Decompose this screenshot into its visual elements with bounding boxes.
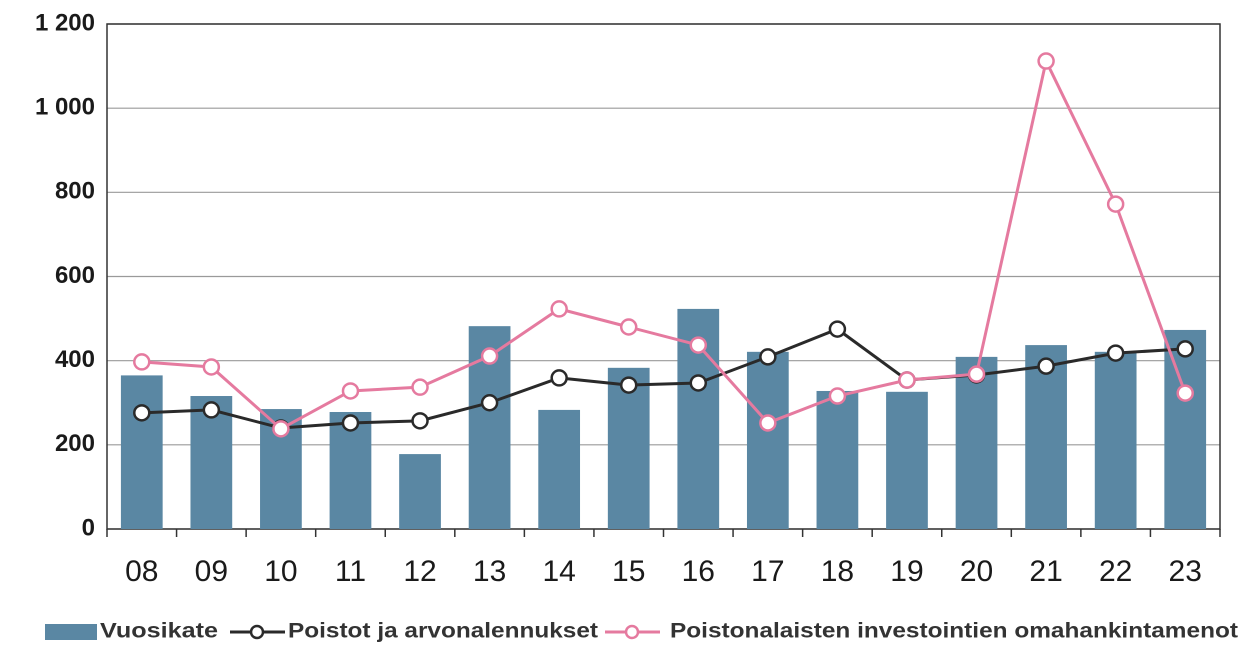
legend-label: Vuosikate <box>100 620 218 643</box>
x-tick-label: 16 <box>682 555 715 588</box>
legend-label: Poistonalaisten investointien omahankint… <box>670 620 1238 643</box>
x-tick-label: 11 <box>335 555 366 588</box>
y-tick-label: 0 <box>82 514 95 541</box>
line-marker <box>828 387 847 405</box>
x-tick-label: 10 <box>264 555 297 588</box>
x-tick-label: 18 <box>821 555 854 588</box>
line-marker <box>619 318 638 336</box>
x-tick-label: 23 <box>1169 555 1202 588</box>
bar <box>955 356 998 529</box>
x-tick-label: 08 <box>125 555 158 588</box>
line-marker <box>759 348 777 366</box>
line-marker <box>133 404 151 422</box>
bar <box>886 391 928 529</box>
line-marker <box>1037 357 1055 375</box>
line-marker <box>967 365 986 383</box>
y-tick-label: 600 <box>55 262 95 289</box>
line-marker <box>411 412 429 430</box>
x-tick-label: 21 <box>1029 555 1062 588</box>
line-marker <box>550 300 568 318</box>
line-marker <box>480 347 499 365</box>
line-marker <box>480 394 499 412</box>
line-marker <box>133 353 151 371</box>
line-marker <box>411 378 429 396</box>
y-tick-label: 800 <box>55 178 95 205</box>
line-marker <box>202 401 221 419</box>
y-tick-label: 400 <box>55 346 95 373</box>
line-marker <box>1106 195 1125 213</box>
line-marker <box>1176 340 1194 358</box>
line-marker <box>1037 52 1055 70</box>
line-marker <box>619 376 638 394</box>
y-tick-label: 200 <box>55 430 95 457</box>
y-tick-label: 1 200 <box>35 9 95 36</box>
line-marker <box>759 414 777 432</box>
legend-marker <box>249 624 265 640</box>
x-tick-label: 12 <box>403 555 436 588</box>
legend-label: Poistot ja arvonalennukset <box>288 620 598 643</box>
line-marker <box>550 369 568 387</box>
line-marker <box>272 420 290 438</box>
line-marker <box>689 374 708 392</box>
line-marker <box>828 320 847 338</box>
bar <box>607 367 650 529</box>
x-tick-label: 17 <box>751 555 784 588</box>
x-tick-label: 20 <box>960 555 993 588</box>
bar <box>1025 345 1067 529</box>
bar <box>399 454 441 529</box>
bar <box>1094 351 1137 529</box>
legend-marker <box>624 624 640 640</box>
x-tick-label: 14 <box>542 555 575 588</box>
x-tick-label: 13 <box>473 555 506 588</box>
line-marker <box>1106 344 1125 362</box>
line <box>141 56 1187 431</box>
line-marker <box>202 358 221 376</box>
x-tick-label: 15 <box>612 555 645 588</box>
bar <box>816 390 859 529</box>
line-marker <box>689 336 708 354</box>
x-tick-label: 19 <box>890 555 923 588</box>
line-marker <box>341 414 360 432</box>
line <box>141 327 1186 430</box>
bar <box>1164 329 1207 529</box>
bar <box>120 375 163 529</box>
line-marker <box>898 371 916 389</box>
x-tick-label: 09 <box>195 555 228 588</box>
bar <box>746 351 789 529</box>
x-tick-label: 22 <box>1099 555 1132 588</box>
line-marker <box>1176 384 1194 402</box>
line-marker <box>341 382 360 400</box>
legend-swatch <box>45 624 97 640</box>
bar <box>538 409 581 529</box>
y-tick-label: 1 000 <box>35 94 95 121</box>
